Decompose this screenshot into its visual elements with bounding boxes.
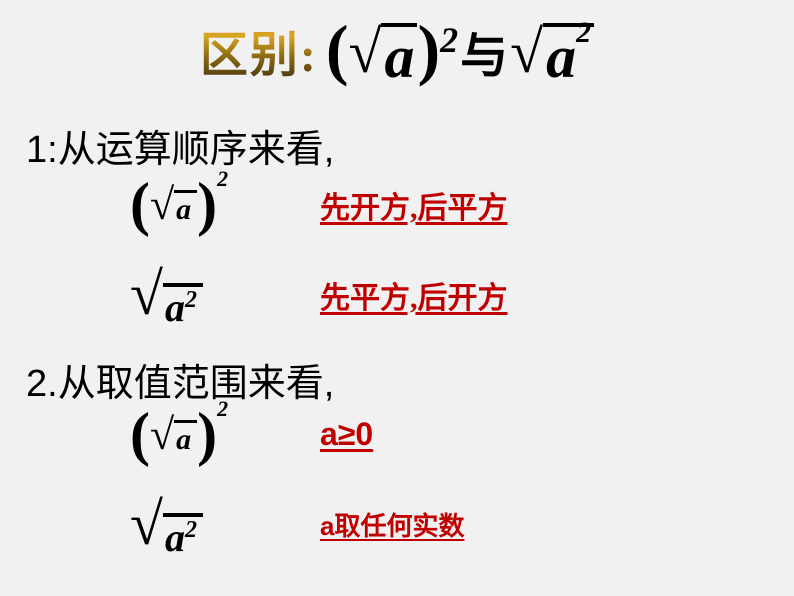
exp: 2 bbox=[185, 287, 197, 313]
exp: 2 bbox=[185, 517, 197, 543]
title-formula: ( √ a )2 与 √ a2 bbox=[326, 10, 594, 89]
exp: 2 bbox=[217, 166, 228, 192]
section1-heading: 1:从运算顺序来看, bbox=[26, 118, 334, 173]
rp: ) bbox=[197, 400, 217, 469]
formula-sqrt-a2: √a2 bbox=[130, 260, 320, 329]
sqrt-a-sq: √ a2 bbox=[510, 18, 594, 87]
rp: ) bbox=[197, 170, 217, 239]
radicand-a: a bbox=[381, 23, 417, 87]
exponent-2: 2 bbox=[440, 19, 458, 61]
rad-sign: √ bbox=[150, 180, 174, 229]
row-3: ( √a )2 a≥0 bbox=[130, 400, 373, 469]
rad-a: a bbox=[174, 420, 197, 456]
lp: ( bbox=[130, 400, 150, 469]
left-paren: ( bbox=[326, 10, 349, 89]
inner-exp: 2 bbox=[576, 16, 591, 49]
connector: 与 bbox=[460, 16, 508, 86]
lp: ( bbox=[130, 170, 150, 239]
rad-a: a bbox=[174, 190, 197, 226]
rad-sign: √ bbox=[150, 410, 174, 459]
row-4: √a2 a取任何实数 bbox=[130, 490, 464, 559]
right-paren: ) bbox=[417, 10, 440, 89]
row-2: √a2 先平方,后开方 bbox=[130, 260, 508, 329]
exp: 2 bbox=[217, 396, 228, 422]
rad-sign: √ bbox=[130, 260, 163, 329]
formula-sqrt-a-squared-2: ( √a )2 bbox=[130, 400, 320, 469]
title-row: 区别: ( √ a )2 与 √ a2 bbox=[0, 10, 794, 89]
radicand-a2: a2 bbox=[543, 23, 594, 87]
answer-3: a≥0 bbox=[320, 416, 373, 453]
sqrt-a-1: √ a bbox=[349, 18, 418, 87]
formula-sqrt-a-squared: ( √a )2 bbox=[130, 170, 320, 239]
row-1: ( √a )2 先开方,后平方 bbox=[130, 170, 508, 239]
title-label: 区别: bbox=[200, 15, 318, 85]
rad-a2: a2 bbox=[163, 513, 203, 559]
answer-2: 先平方,后开方 bbox=[320, 273, 508, 317]
radical-sign-2: √ bbox=[510, 18, 543, 87]
sqrt: √a bbox=[150, 409, 197, 460]
sqrt: √a bbox=[150, 179, 197, 230]
answer-4: a取任何实数 bbox=[320, 506, 464, 543]
formula-sqrt-a2-2: √a2 bbox=[130, 490, 320, 559]
answer-1: 先开方,后平方 bbox=[320, 183, 508, 227]
rad-sign: √ bbox=[130, 490, 163, 559]
radical-sign: √ bbox=[349, 18, 382, 87]
section2-heading: 2.从取值范围来看, bbox=[26, 352, 334, 407]
rad-a2: a2 bbox=[163, 283, 203, 329]
